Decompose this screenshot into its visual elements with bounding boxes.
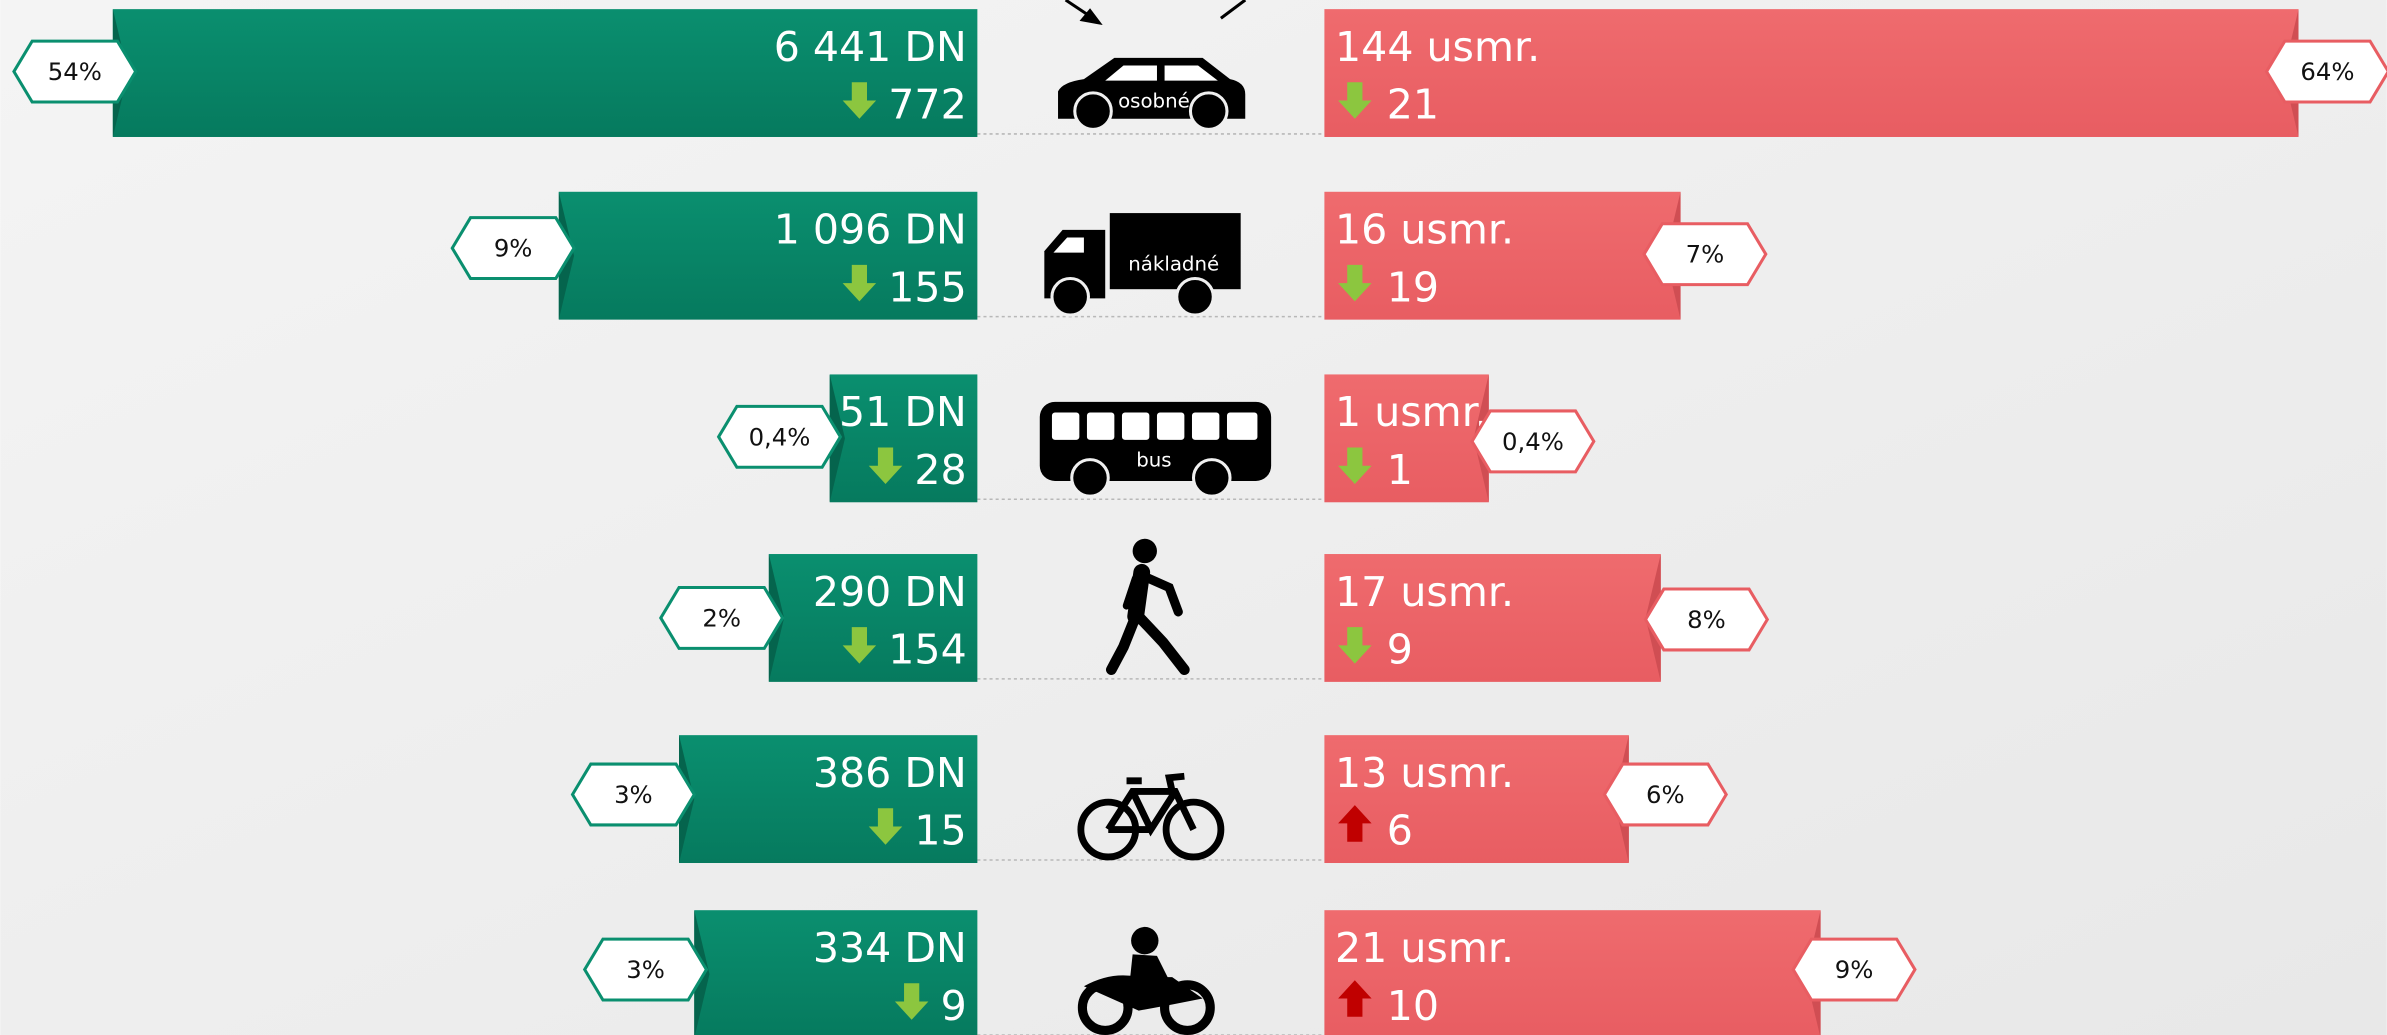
trend-arrow [1338, 264, 1372, 302]
car-icon: osobné [1058, 57, 1246, 131]
share-badge [450, 216, 576, 281]
deaths-change: 1 [1387, 446, 1413, 494]
share-badge [1602, 762, 1728, 827]
accidents-bar [768, 554, 978, 682]
accidents-count: 386 DN [813, 749, 967, 797]
deaths-bar [1324, 374, 1489, 503]
accidents-change: 15 [914, 807, 966, 855]
row: 290 DN 154 17 usmr. 9 2% 8% [659, 554, 1770, 682]
accidents-bar [558, 191, 978, 320]
deaths-count: 144 usmr. [1335, 23, 1540, 71]
deaths-change: 9 [1387, 626, 1413, 674]
share-label: 0,4% [1502, 427, 1564, 456]
accidents-bar [694, 910, 978, 1035]
deaths-bar [1324, 735, 1629, 864]
bus-icon: bus [1039, 401, 1272, 498]
truck-icon: nákladné [1044, 213, 1241, 317]
share-label: 0,4% [749, 422, 811, 451]
accidents-change: 155 [888, 263, 966, 311]
accidents-count: 6 441 DN [774, 23, 967, 71]
deaths-count: 17 usmr. [1335, 568, 1514, 616]
share-badge [1643, 587, 1770, 652]
bicycle-icon [1077, 772, 1225, 861]
trend-arrow [1338, 627, 1372, 664]
trend-arrow [842, 627, 877, 664]
share-label: 3% [614, 780, 653, 809]
accidents-change: 772 [888, 81, 966, 129]
row: 6 441 DN 772 144 usmr. 21 54% 64% [12, 9, 2387, 137]
share-badge [1470, 409, 1596, 474]
deaths-change: 10 [1387, 982, 1439, 1030]
top-arrows [1064, 0, 1247, 26]
accidents-count: 1 096 DN [774, 206, 967, 254]
motorbike-icon [1077, 926, 1215, 1035]
trend-arrow [1338, 805, 1372, 842]
row: 334 DN 9 21 usmr. 10 3% 9% [582, 910, 1917, 1035]
share-badge [570, 762, 697, 827]
share-badge [582, 937, 709, 1002]
deaths-count: 13 usmr. [1335, 749, 1514, 797]
accidents-count: 334 DN [813, 924, 967, 972]
share-label: 7% [1686, 240, 1725, 269]
share-label: 54% [48, 57, 102, 86]
trend-arrow [842, 264, 877, 302]
icon-label: bus [1136, 449, 1171, 472]
icon-label: osobné [1118, 89, 1190, 112]
deaths-count: 21 usmr. [1335, 924, 1514, 972]
accidents-bar [112, 9, 978, 137]
share-label: 9% [1835, 955, 1874, 984]
deaths-count: 16 usmr. [1335, 206, 1514, 254]
share-label: 9% [494, 234, 533, 263]
share-badge [12, 39, 138, 104]
deaths-change: 6 [1387, 807, 1413, 855]
deaths-bar [1324, 9, 2299, 137]
trend-arrow [894, 983, 929, 1020]
accidents-bar [679, 735, 978, 864]
trend-arrow [1338, 447, 1372, 485]
share-label: 8% [1687, 605, 1726, 634]
deaths-count: 1 usmr. [1335, 388, 1488, 436]
share-badge [2264, 39, 2387, 104]
accidents-change: 9 [941, 982, 967, 1030]
deaths-bar [1324, 554, 1661, 682]
pedestrian-icon [1105, 538, 1190, 676]
accidents-count: 290 DN [813, 568, 967, 616]
trend-arrow [1338, 82, 1372, 119]
share-badge [659, 585, 785, 650]
trend-arrow [1338, 980, 1372, 1017]
share-badge [1791, 937, 1917, 1002]
row: 386 DN 15 13 usmr. 6 3% 6% [570, 735, 1728, 864]
share-label: 64% [2300, 57, 2354, 86]
row: 1 096 DN 155 16 usmr. 19 9% 7% [450, 191, 1768, 320]
accidents-change: 28 [914, 446, 966, 494]
share-label: 6% [1646, 780, 1685, 809]
row: 51 DN 28 1 usmr. 1 0,4% 0,4% [716, 374, 1596, 503]
trend-arrow [842, 82, 877, 119]
deaths-change: 19 [1387, 263, 1439, 311]
share-badge [1642, 222, 1768, 287]
accidents-count: 51 DN [839, 388, 967, 436]
share-label: 3% [626, 955, 665, 984]
icon-label: nákladné [1128, 252, 1219, 275]
deaths-bar [1324, 910, 1821, 1035]
accidents-change: 154 [888, 626, 966, 674]
share-badge [716, 404, 843, 469]
accidents-bar [829, 374, 978, 503]
trend-arrow [868, 447, 903, 485]
deaths-change: 21 [1387, 81, 1439, 129]
share-label: 2% [702, 603, 741, 632]
deaths-bar [1324, 191, 1681, 320]
